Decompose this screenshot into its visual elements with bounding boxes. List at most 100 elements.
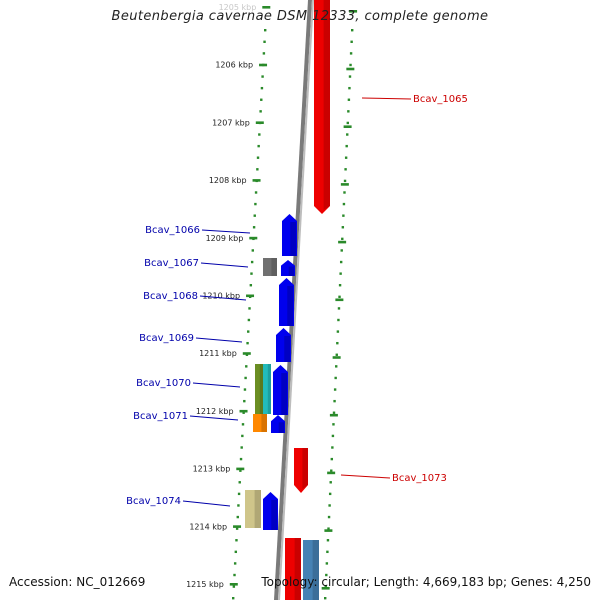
gene-label: Bcav_1068 — [143, 291, 198, 302]
gene-bcav-1071-orange-shade — [261, 414, 267, 432]
tick-dot — [259, 110, 262, 113]
tick-dot — [339, 272, 342, 275]
gene-bcav-1067-shade — [288, 266, 294, 276]
tick-dot — [254, 202, 257, 206]
major-tick — [349, 10, 358, 13]
scale-label: 1213 kbp — [193, 465, 231, 474]
tick-dot — [332, 411, 336, 414]
gene-labels: Bcav_1065 Bcav_1066 Bcav_1067 Bcav_1068 Bcav… — [126, 94, 468, 507]
tick-dot — [342, 202, 346, 206]
leader-line — [199, 295, 247, 301]
tick-dot — [349, 63, 352, 67]
tick-dot — [330, 469, 333, 472]
tick-dot — [327, 527, 330, 530]
tick-dot — [251, 249, 254, 252]
tick-dot — [247, 330, 250, 333]
major-tick — [338, 240, 347, 244]
tick-dot — [341, 226, 345, 229]
gene-bcav-1068-shade — [287, 286, 293, 326]
tick-dot — [335, 365, 338, 368]
leader-line — [361, 97, 412, 100]
tick-dot — [350, 40, 353, 43]
scale-label: 1205 kbp — [219, 3, 257, 12]
gene-bcav-1070-cyan — [263, 364, 271, 414]
tick-dot — [344, 168, 347, 171]
major-tick — [255, 121, 264, 124]
major-tick — [329, 413, 338, 417]
tick-dot — [328, 492, 332, 496]
gene-label: Bcav_1070 — [136, 378, 191, 389]
tick-dot — [242, 411, 245, 414]
major-tick — [327, 471, 336, 475]
gene-bottom-red-shade — [294, 538, 301, 600]
tick-dot — [330, 457, 334, 461]
tick-dot — [347, 110, 350, 113]
tick-dot — [258, 133, 261, 136]
gene-label: Bcav_1074 — [126, 496, 181, 507]
tick-dot — [247, 318, 251, 322]
tick-dot — [339, 260, 343, 264]
scale-label: 1214 kbp — [189, 522, 227, 531]
gene-label: Bcav_1066 — [145, 225, 200, 236]
tick-dot — [250, 272, 253, 275]
tick-dot — [260, 98, 263, 101]
tick-dot — [337, 318, 340, 322]
major-tick — [321, 587, 330, 590]
gene-bcav-1067 — [281, 260, 295, 276]
tick-dot — [325, 573, 328, 577]
accession-text: Accession: NC_012669 — [9, 575, 146, 589]
leader-line — [200, 262, 249, 268]
tick-dot — [349, 52, 353, 55]
tick-dot — [338, 295, 341, 299]
leader-line — [189, 415, 239, 421]
tick-dot — [261, 75, 264, 78]
leader-line — [195, 337, 243, 343]
gene-features — [245, 0, 330, 600]
tick-dot — [250, 260, 254, 264]
gene-bcav-1074-shade — [271, 500, 277, 530]
gene-bcav-1074-khaki-shade — [254, 490, 261, 528]
tick-dot — [326, 539, 330, 542]
tick-dot — [235, 539, 238, 542]
major-tick — [249, 236, 258, 240]
tick-dot — [347, 98, 351, 101]
major-tick — [346, 67, 355, 71]
tick-dot — [340, 249, 343, 252]
tick-dot — [237, 504, 240, 507]
backbone-highlight — [278, 0, 314, 600]
tick-dot — [329, 481, 332, 484]
major-tick — [262, 6, 271, 9]
tick-dot — [263, 40, 266, 43]
major-tick — [343, 125, 352, 128]
tick-dot — [341, 237, 344, 241]
gene-bcav-1070 — [273, 365, 288, 415]
tick-dot — [257, 144, 260, 148]
tick-dot — [252, 226, 256, 229]
gene-bcav-1074 — [263, 492, 278, 530]
gene-bcav-1071-orange — [253, 414, 267, 432]
tick-dot — [348, 86, 351, 90]
topology-summary: Topology: circular; Length: 4,669,183 bp… — [261, 575, 591, 589]
gene-bcav-1070-cyan-shade — [267, 364, 271, 414]
gene-label: Bcav_1073 — [392, 473, 447, 484]
tick-dot — [333, 388, 337, 391]
leader-line — [201, 229, 251, 234]
major-tick — [236, 467, 245, 471]
leader-line — [192, 382, 241, 388]
scale-label: 1215 kbp — [186, 580, 224, 589]
tick-dot — [239, 469, 242, 472]
tick-dot — [333, 399, 336, 403]
tick-dot — [239, 457, 243, 461]
tick-dot — [238, 481, 241, 484]
gene-bottom-red — [285, 538, 301, 600]
scale-label: 1212 kbp — [196, 407, 234, 416]
scale-label: 1209 kbp — [206, 234, 244, 243]
gene-label: Bcav_1071 — [133, 411, 188, 422]
tick-dot — [236, 515, 239, 519]
tick-dot — [256, 156, 260, 159]
gene-bcav-1065-shade — [323, 0, 330, 210]
label-leader-lines — [182, 97, 412, 507]
gene-bcav-1070-shade — [281, 373, 287, 415]
tick-dot — [246, 341, 249, 345]
